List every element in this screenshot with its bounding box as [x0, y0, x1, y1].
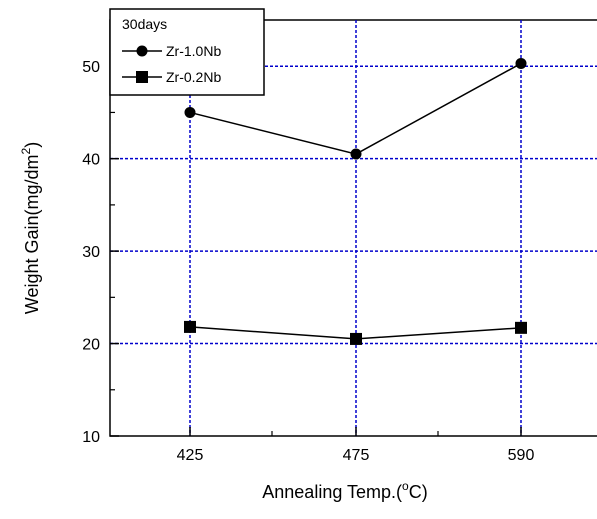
plot-area [109, 19, 597, 437]
data-point-circle [515, 57, 527, 69]
legend-marker-circle [136, 45, 148, 57]
x-axis-title-end: C) [409, 482, 428, 502]
x-axis-title: Annealing Temp.(oC) [262, 479, 427, 502]
axes: 425 475 590 10 20 30 40 50 [82, 59, 534, 464]
y-axis-title: Weight Gain(mg/dm2) [19, 142, 42, 314]
y-axis-title-end: ) [22, 142, 42, 148]
y-axis-title-superscript: 2 [19, 147, 33, 154]
legend-box [109, 8, 265, 96]
y-tick-label: 10 [82, 429, 100, 446]
y-tick-label: 50 [82, 59, 100, 76]
legend-title: 30days [122, 16, 167, 32]
data-point-square [184, 320, 196, 333]
series-layer [184, 57, 527, 345]
y-tick-label: 30 [82, 244, 100, 261]
x-tick-label: 590 [508, 447, 535, 464]
x-axis-title-main: Annealing Temp.( [262, 482, 402, 502]
x-axis-title-superscript: o [402, 479, 409, 493]
legend-marker-square [136, 71, 148, 83]
x-tick-label: 475 [343, 447, 370, 464]
legend-label-2: Zr-0.2Nb [166, 69, 221, 85]
legend-label-1: Zr-1.0Nb [166, 43, 221, 59]
data-point-square [515, 321, 527, 334]
data-point-circle [350, 148, 362, 160]
data-point-circle [184, 106, 196, 118]
x-tick-label: 425 [177, 447, 204, 464]
legend: 30days Zr-1.0Nb Zr-0.2Nb [109, 8, 265, 96]
y-tick-label: 20 [82, 337, 100, 354]
y-tick-label: 40 [82, 152, 100, 169]
data-point-square [350, 332, 362, 345]
y-axis-title-main: Weight Gain(mg/dm [22, 154, 42, 314]
